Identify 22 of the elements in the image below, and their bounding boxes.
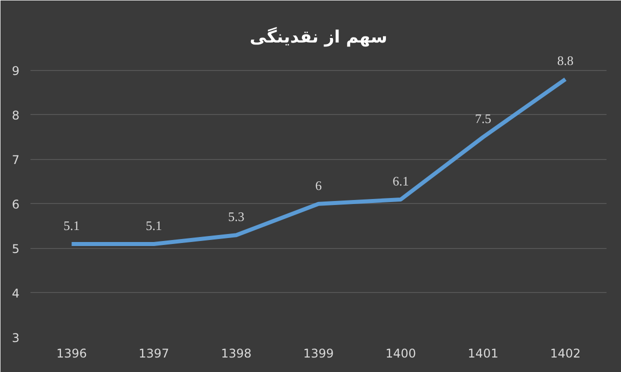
data-label: 6 [315,178,322,193]
x-tick-label: 1401 [468,346,498,360]
x-tick-label: 1396 [56,346,87,360]
y-tick-label: 8 [12,108,20,122]
data-label: 8.8 [557,53,574,68]
data-label: 7.5 [474,111,492,126]
y-tick-label: 6 [12,197,20,212]
data-label: 5.1 [64,218,80,233]
data-label: 5.1 [146,218,162,233]
data-label: 5.3 [228,209,244,224]
x-tick-label: 1402 [550,346,581,360]
y-tick-label: 9 [12,64,20,78]
chart-title: سهم از نقدینگی [250,26,388,48]
y-tick-label: 3 [12,331,20,345]
y-tick-label: 7 [12,152,20,167]
x-tick-label: 1397 [138,346,170,360]
data-label: 6.1 [392,173,409,188]
y-tick-label: 4 [12,286,20,300]
x-tick-label: 1400 [386,346,416,360]
y-tick-label: 5 [12,242,20,256]
x-tick-label: 1399 [303,346,334,360]
x-tick-label: 1398 [220,346,252,360]
